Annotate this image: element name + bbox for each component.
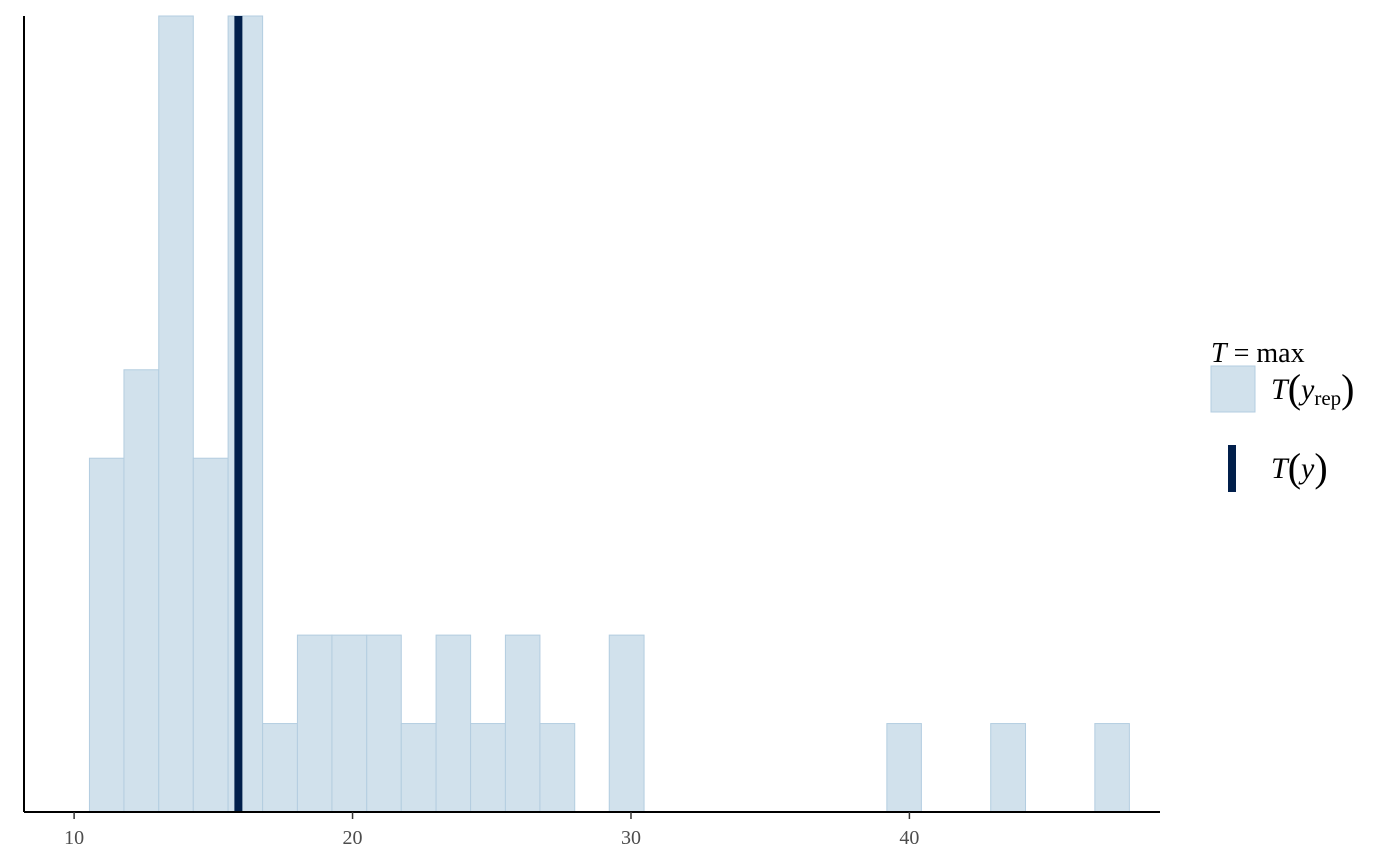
histogram-bar-4	[192, 457, 229, 813]
histogram-bar-16	[886, 723, 922, 813]
legend-label-y: T(y)	[1271, 445, 1328, 490]
histogram-bar-6	[262, 723, 298, 813]
legend-key-yrep	[1210, 365, 1256, 413]
x-axis-ticks: 10 20 30 40	[64, 812, 919, 849]
histogram-bar-11	[435, 634, 472, 813]
x-tick-label-30: 30	[621, 827, 641, 849]
histogram-bar-9	[366, 634, 402, 813]
histogram-bar-8	[331, 634, 368, 813]
legend-yrep-subscript: rep	[1314, 386, 1341, 410]
x-tick-label-40: 40	[899, 827, 919, 849]
legend-title-symbol: T	[1211, 338, 1229, 369]
legend-yrep-symbol: T	[1271, 373, 1290, 406]
legend-yrep-arg: y	[1298, 373, 1315, 406]
legend-key-y	[1228, 445, 1236, 492]
histogram-bars	[88, 15, 1130, 813]
legend-label-yrep: T(yrep)	[1271, 366, 1355, 411]
histogram-bar-7	[296, 634, 333, 813]
x-tick-label-10: 10	[64, 827, 84, 849]
histogram-bar-14	[539, 723, 576, 813]
legend-title: T = max	[1211, 338, 1305, 369]
histogram-bar-13	[504, 634, 541, 813]
histogram-bar-10	[400, 723, 437, 813]
histogram-bar-17	[990, 723, 1027, 813]
histogram-bar-1	[88, 457, 125, 813]
histogram-bar-5	[227, 15, 264, 813]
legend: T = max T(yrep) T(y)	[1210, 338, 1355, 492]
x-tick-label-20: 20	[343, 827, 363, 849]
legend-y-arg: y	[1298, 452, 1315, 485]
histogram-bar-2	[123, 369, 160, 813]
histogram-bar-18	[1094, 723, 1130, 813]
histogram-bar-3	[158, 15, 194, 813]
legend-title-text: = max	[1227, 338, 1305, 369]
histogram-bar-15	[608, 634, 645, 813]
histogram-bar-12	[470, 723, 506, 813]
legend-y-symbol: T	[1271, 452, 1290, 485]
